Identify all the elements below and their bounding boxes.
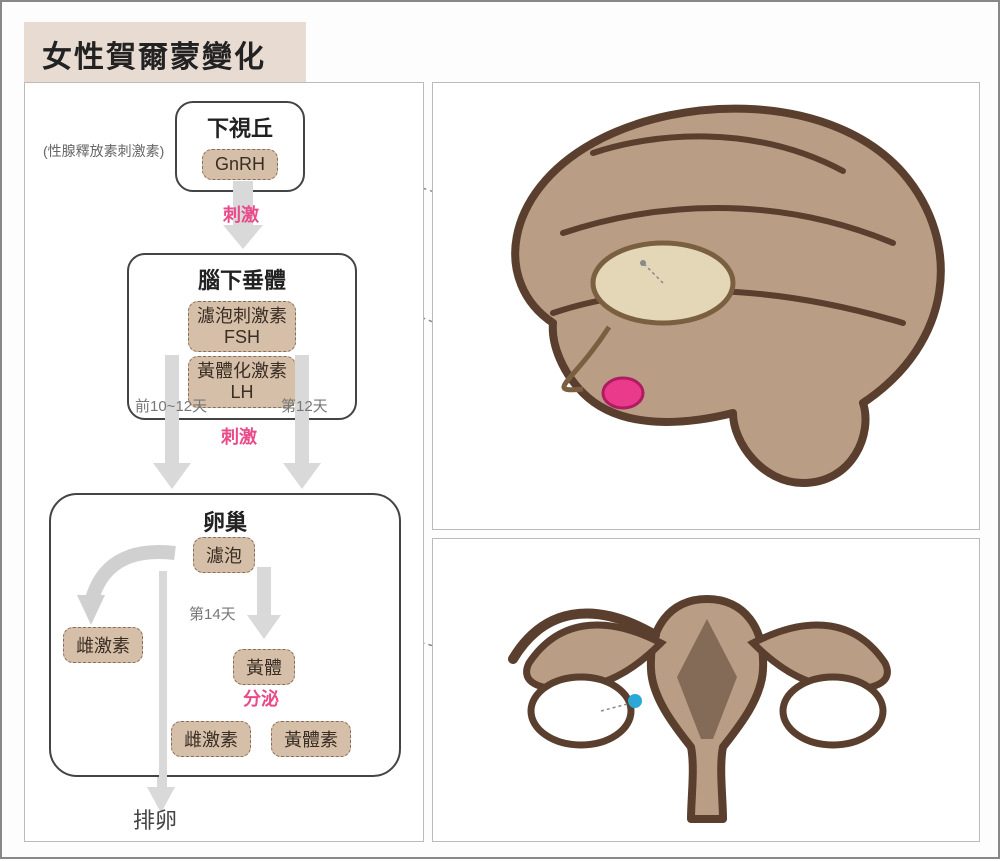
lh-en: LH xyxy=(230,382,253,402)
arrow-to-ovulation-inner xyxy=(147,571,179,801)
pituitary-dot xyxy=(603,378,643,408)
stimulate-label-1: 刺激 xyxy=(223,201,259,227)
arrow-follicle-to-cl xyxy=(241,567,289,645)
lh-day-label: 第12天 xyxy=(281,395,328,416)
follicle-dot xyxy=(628,694,642,708)
diagram-title: 女性賀爾蒙變化 xyxy=(24,22,306,86)
day14-label: 第14天 xyxy=(189,603,236,624)
ovulation-label: 排卵 xyxy=(133,803,177,835)
ovary-title: 卵巢 xyxy=(63,505,387,537)
ovary-box: 卵巢 濾泡 雌激素 第14天 黃體 分泌 雌激素 黃體素 xyxy=(49,493,401,777)
arrow-lh xyxy=(273,355,333,493)
pituitary-title: 腦下垂體 xyxy=(141,263,343,295)
brain-panel xyxy=(432,82,980,530)
flow-panel: 下視丘 GnRH (性腺釋放素刺激素) 刺激 腦下垂體 濾泡刺激素 FSH 黃體… xyxy=(24,82,424,842)
right-ovary xyxy=(783,677,883,745)
fsh-chip: 濾泡刺激素 FSH xyxy=(188,301,296,352)
corpus-luteum-chip: 黃體 xyxy=(233,649,295,685)
secrete-label: 分泌 xyxy=(243,685,279,711)
brain-illustration xyxy=(433,83,981,531)
hypothalamus-box: 下視丘 GnRH xyxy=(175,101,305,192)
diagram-frame: 女性賀爾蒙變化 下視丘 GnRH (性腺釋放素刺激素) 刺激 腦下垂體 濾泡刺激… xyxy=(0,0,1000,859)
arrow-fsh xyxy=(143,355,203,493)
gnrh-side-note: (性腺釋放素刺激素) xyxy=(43,141,164,161)
gnrh-chip: GnRH xyxy=(202,149,278,180)
fsh-zh: 濾泡刺激素 xyxy=(197,306,287,326)
left-ovary xyxy=(531,677,631,745)
stimulate-label-2: 刺激 xyxy=(221,423,257,449)
hypothalamus-title: 下視丘 xyxy=(189,111,291,143)
fsh-en: FSH xyxy=(224,327,260,347)
progesterone-chip: 黃體素 xyxy=(271,721,351,757)
estrogen-bottom-chip: 雌激素 xyxy=(171,721,251,757)
fsh-days-label: 前10~12天 xyxy=(135,395,207,416)
uterus-illustration xyxy=(433,539,981,843)
estrogen-left-chip: 雌激素 xyxy=(63,627,143,663)
hypothalamus-marker xyxy=(640,260,646,266)
uterus-panel xyxy=(432,538,980,842)
